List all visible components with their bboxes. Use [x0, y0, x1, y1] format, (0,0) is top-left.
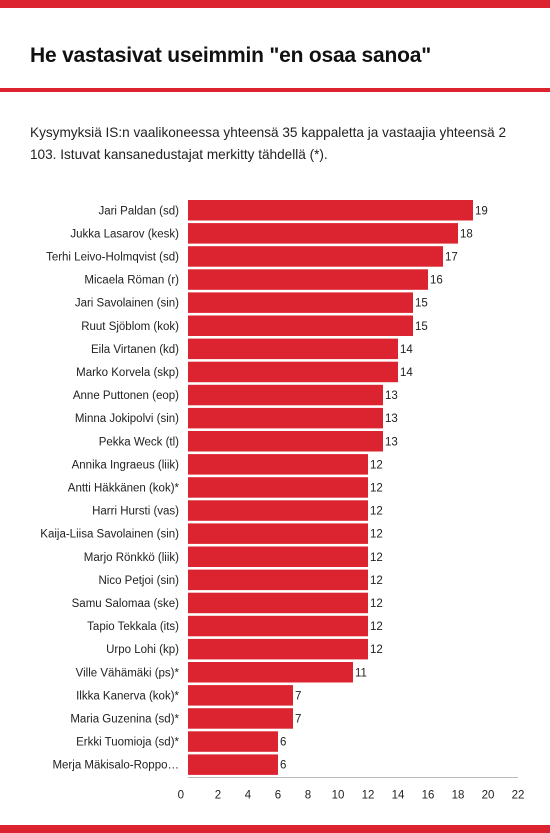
bar [188, 454, 368, 475]
value-label: 15 [415, 321, 428, 333]
value-label: 18 [460, 228, 473, 240]
bar [188, 523, 368, 544]
category-label: Marko Korvela (skp) [76, 367, 179, 379]
value-label: 12 [370, 482, 383, 494]
x-tick-label: 0 [178, 790, 184, 802]
value-label: 14 [400, 344, 413, 356]
x-tick-label: 12 [362, 790, 375, 802]
value-label: 16 [430, 275, 443, 287]
bar [188, 754, 278, 775]
bar [188, 315, 413, 336]
category-label: Samu Salomaa (ske) [72, 598, 180, 610]
value-label: 12 [370, 575, 383, 587]
bar [188, 615, 368, 637]
x-tick-label: 14 [392, 790, 405, 802]
category-label: Jari Paldan (sd) [98, 205, 179, 217]
title-divider [0, 88, 550, 92]
category-label: Merja Mäkisalo-Roppo… [52, 760, 179, 772]
value-label: 17 [445, 251, 458, 263]
category-label: Maria Guzenina (sd)* [70, 713, 179, 725]
bar [188, 569, 368, 591]
value-label: 6 [280, 760, 286, 772]
x-tick-label: 20 [482, 790, 495, 802]
bar-chart: Jari Paldan (sd) 19 Jukka Lasarov (kesk) 18… [40, 200, 525, 802]
bar [188, 292, 413, 313]
value-label: 14 [400, 367, 413, 379]
bar [188, 361, 398, 383]
value-label: 13 [385, 390, 398, 402]
value-label: 11 [355, 667, 367, 679]
category-label: Ruut Sjöblom (kok) [81, 321, 179, 333]
value-label: 12 [370, 621, 383, 633]
value-label: 7 [295, 713, 301, 725]
category-label: Marjo Rönkkö (liik) [84, 552, 179, 564]
category-label: Anne Puttonen (eop) [73, 390, 179, 402]
bar [188, 638, 368, 660]
category-label: Minna Jokipolvi (sin) [75, 413, 179, 425]
category-label: Jukka Lasarov (kesk) [70, 228, 179, 240]
category-label: Erkki Tuomioja (sd)* [76, 737, 179, 749]
value-label: 12 [370, 506, 383, 518]
top-accent-bar [0, 0, 550, 8]
value-label: 12 [370, 552, 383, 564]
bar [188, 407, 383, 429]
category-label: Antti Häkkänen (kok)* [68, 482, 180, 494]
value-label: 13 [385, 413, 398, 425]
x-tick-label: 4 [245, 790, 252, 802]
x-tick-label: 6 [275, 790, 281, 802]
category-label: Nico Petjoi (sin) [98, 575, 179, 587]
x-tick-label: 2 [215, 790, 221, 802]
category-label: Annika Ingraeus (liik) [72, 459, 180, 471]
x-tick-label: 8 [305, 790, 311, 802]
value-label: 13 [385, 436, 398, 448]
bar [188, 592, 368, 614]
bar [188, 477, 368, 498]
category-label: Jari Savolainen (sin) [75, 298, 179, 310]
chart-subtitle: Kysymyksiä IS:n vaalikoneessa yhteensä 3… [30, 125, 507, 162]
page-title: He vastasivat useimmin "en osaa sanoa" [30, 44, 431, 67]
x-tick-label: 10 [332, 790, 345, 802]
bar [188, 269, 428, 290]
category-label: Pekka Weck (tl) [99, 436, 179, 448]
category-label: Terhi Leivo-Holmqvist (sd) [46, 251, 179, 263]
category-label: Eila Virtanen (kd) [91, 344, 179, 356]
bar [188, 223, 458, 244]
category-label: Micaela Röman (r) [84, 275, 179, 287]
x-tick-label: 18 [452, 790, 465, 802]
category-label: Harri Hursti (vas) [92, 506, 179, 518]
bar [188, 731, 278, 752]
category-label: Ville Vähämäki (ps)* [76, 667, 180, 679]
bar [188, 662, 353, 683]
bar [188, 200, 473, 221]
category-label: Tapio Tekkala (its) [87, 621, 179, 633]
category-label: Urpo Lohi (kp) [106, 644, 179, 656]
bar [188, 500, 368, 521]
value-label: 12 [370, 598, 383, 610]
bar [188, 685, 293, 706]
bar [188, 384, 383, 406]
x-tick-label: 16 [422, 790, 435, 802]
value-label: 12 [370, 529, 383, 541]
category-label: Kaija-Liisa Savolainen (sin) [40, 529, 179, 541]
bar [188, 708, 293, 729]
value-label: 12 [370, 644, 383, 656]
category-label: Ilkka Kanerva (kok)* [76, 690, 179, 702]
value-label: 15 [415, 298, 428, 310]
bottom-accent-bar [0, 825, 550, 833]
value-label: 12 [370, 459, 383, 471]
bar [188, 546, 368, 567]
value-label: 19 [475, 205, 488, 217]
bar [188, 431, 383, 452]
value-label: 6 [280, 737, 286, 749]
bar [188, 246, 443, 267]
x-tick-label: 22 [512, 790, 525, 802]
bar [188, 338, 398, 360]
value-label: 7 [295, 690, 301, 702]
